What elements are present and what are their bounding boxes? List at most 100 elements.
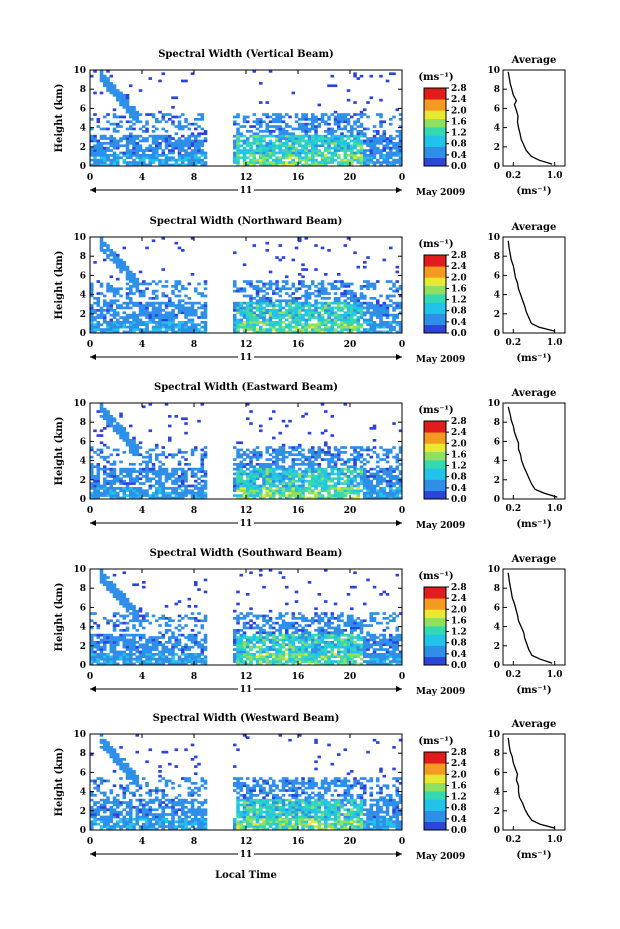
heatmap-cell — [197, 330, 201, 334]
heatmap-cell — [327, 139, 331, 143]
heatmap-cell — [249, 410, 253, 413]
heatmap-cell — [333, 465, 338, 469]
heatmap-cell — [320, 306, 325, 310]
heatmap-cell — [112, 154, 117, 157]
heatmap-cell — [249, 475, 253, 478]
heatmap-cell — [324, 496, 328, 500]
y-axis-label: Height (km) — [54, 417, 65, 486]
date-arrow-right — [396, 187, 402, 193]
heatmap-cell — [116, 94, 120, 97]
heatmap-cell — [385, 158, 390, 162]
heatmap-cell — [314, 463, 318, 466]
heatmap-cell — [379, 294, 383, 298]
heatmap-cell — [278, 494, 283, 497]
heatmap-cell — [135, 289, 140, 293]
heatmap-cell — [301, 316, 305, 319]
colorbar-swatch — [424, 327, 446, 331]
heatmap-cell — [236, 158, 240, 162]
heatmap-cell — [265, 115, 270, 119]
heatmap-cell — [369, 151, 374, 155]
heatmap-cell — [161, 491, 166, 495]
heatmap-cell — [145, 306, 149, 310]
colorbar-swatch — [424, 330, 446, 334]
heatmap-cell — [333, 118, 338, 121]
heatmap-cell — [197, 149, 201, 152]
heatmap-cell — [142, 653, 146, 656]
heatmap-cell — [132, 609, 136, 613]
heatmap-cell — [252, 479, 257, 483]
colorbar-tick-label: 2.4 — [451, 262, 467, 272]
heatmap-cell — [372, 146, 377, 150]
heatmap-cell — [324, 161, 328, 164]
heatmap-cell — [164, 605, 169, 608]
heatmap-cell — [285, 161, 289, 164]
heatmap-cell — [103, 158, 107, 162]
heatmap-cell — [236, 455, 240, 459]
heatmap-cell — [340, 280, 344, 283]
heatmap-cell — [103, 617, 107, 620]
heatmap-cell — [343, 299, 348, 303]
heatmap-cell — [285, 151, 289, 155]
heatmap-cell — [298, 151, 302, 155]
colorbar — [424, 88, 446, 167]
heatmap-cell — [132, 311, 136, 315]
heatmap-cell — [350, 306, 354, 310]
heatmap-cell — [125, 431, 130, 435]
heatmap-cell — [385, 479, 390, 483]
heatmap-cell — [132, 470, 136, 473]
heatmap-cell — [151, 154, 156, 157]
heatmap-cell — [164, 144, 169, 148]
heatmap-cell — [395, 161, 400, 164]
heatmap-cell — [333, 151, 338, 155]
heatmap-cell — [272, 130, 276, 133]
heatmap-cell — [330, 156, 335, 160]
colorbar-tick-label: 2.0 — [451, 439, 467, 449]
heatmap-cell — [99, 650, 104, 654]
heatmap-cell — [369, 489, 374, 493]
heatmap-cell — [132, 313, 136, 317]
heatmap-cell — [281, 144, 286, 148]
heatmap-cell — [291, 311, 296, 315]
heatmap-cell — [330, 301, 335, 305]
heatmap-cell — [112, 309, 117, 312]
heatmap-cell — [132, 648, 136, 651]
heatmap-cell — [288, 294, 292, 298]
heatmap-cell — [236, 621, 240, 625]
heatmap-cell — [252, 470, 257, 473]
heatmap-cell — [138, 270, 143, 274]
heatmap-cell — [382, 448, 387, 452]
heatmap-cell — [327, 487, 331, 490]
heatmap-cell — [239, 573, 244, 577]
heatmap-cell — [177, 294, 182, 298]
heatmap-cell — [90, 154, 94, 157]
heatmap-cell — [239, 655, 244, 659]
heatmap-cell — [129, 443, 133, 447]
heatmap-cell — [177, 648, 182, 651]
heatmap-cell — [125, 597, 130, 601]
heatmap-cell — [363, 113, 367, 116]
heatmap-cell — [119, 479, 123, 483]
heatmap-cell — [379, 139, 383, 143]
heatmap-cell — [142, 137, 146, 140]
heatmap-cell — [340, 321, 344, 324]
heatmap-cell — [145, 650, 149, 654]
heatmap-cell — [350, 299, 354, 303]
heatmap-cell — [161, 470, 166, 473]
heatmap-cell — [255, 477, 260, 481]
heatmap-cell — [294, 484, 299, 488]
heatmap-cell — [129, 641, 133, 644]
heatmap-cell — [359, 142, 364, 145]
heatmap-cell — [125, 108, 130, 112]
heatmap-cell — [363, 491, 367, 495]
colorbar-swatch — [424, 299, 446, 303]
heatmap-cell — [151, 318, 156, 322]
heatmap-cell — [242, 491, 247, 495]
heatmap-cell — [382, 130, 387, 133]
heatmap-cell — [301, 118, 305, 121]
heatmap-cell — [129, 619, 133, 623]
heatmap-cell — [304, 323, 309, 327]
heatmap-cell — [252, 139, 257, 143]
heatmap-cell — [249, 282, 253, 286]
heatmap-cell — [99, 239, 104, 243]
heatmap-cell — [317, 292, 322, 295]
